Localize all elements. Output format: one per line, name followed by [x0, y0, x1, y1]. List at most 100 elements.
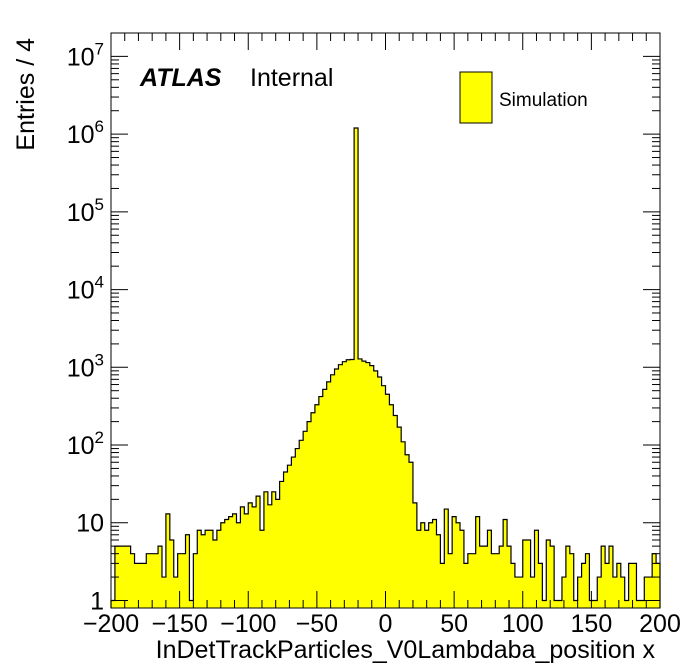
histogram-bar — [640, 600, 645, 608]
histogram-bar — [460, 530, 465, 608]
histogram-bar — [244, 513, 249, 608]
histogram-bar — [146, 553, 151, 608]
histogram-bar — [565, 546, 571, 608]
atlas-label-status: Internal — [250, 64, 333, 92]
histogram-bar — [314, 404, 320, 608]
x-tick-label: −50 — [296, 610, 338, 638]
histogram-bar — [299, 440, 304, 608]
histogram-bar — [530, 577, 535, 608]
histogram-bar — [436, 534, 441, 608]
histogram-bar — [263, 491, 269, 608]
histogram-bar — [471, 553, 476, 608]
histogram-bar — [620, 577, 626, 608]
histogram-bar — [275, 499, 280, 608]
y-axis-title: Entries / 4 — [12, 38, 40, 151]
histogram-bar — [256, 496, 261, 608]
histogram-bar — [158, 546, 163, 608]
y-tick-label: 105 — [67, 195, 104, 227]
histogram-bar — [546, 539, 551, 608]
histogram-bar — [644, 577, 649, 608]
histogram-bar — [495, 553, 500, 608]
y-tick-label: 10 — [76, 510, 104, 538]
histogram-bar — [463, 563, 469, 608]
histogram-bar — [303, 431, 308, 608]
histogram-bar — [628, 563, 633, 608]
histogram-bar — [377, 377, 382, 608]
histogram-bar — [138, 563, 143, 608]
histogram-bar — [401, 441, 406, 608]
histogram-bar — [432, 519, 437, 608]
histogram-bar — [307, 421, 312, 608]
histogram-bar — [444, 509, 449, 608]
x-tick-label: −150 — [151, 610, 207, 638]
histogram-bar — [597, 577, 602, 608]
histogram-bar — [111, 600, 116, 608]
histogram-bar — [605, 563, 610, 608]
x-tick-label: 150 — [571, 610, 613, 638]
atlas-label-bold: ATLAS — [139, 64, 222, 92]
histogram-bar — [369, 365, 375, 608]
histogram-bar — [522, 539, 527, 608]
histogram-bar — [295, 448, 300, 608]
histogram-bar — [248, 502, 253, 608]
histogram-bar — [393, 415, 398, 608]
histogram-bar — [440, 563, 445, 608]
histogram-bar — [577, 577, 582, 608]
histogram-bar — [330, 374, 335, 608]
histogram-bar — [448, 553, 453, 608]
histogram-bar — [287, 465, 292, 608]
histogram-bar — [220, 522, 226, 608]
histogram-bar — [593, 600, 598, 608]
histogram-bar — [212, 539, 218, 608]
atlas-label: ATLAS Internal — [139, 64, 333, 92]
histogram-bar — [322, 389, 327, 608]
x-tick-label: 200 — [639, 610, 681, 638]
histogram-bar — [452, 516, 457, 608]
histogram-bar — [550, 546, 555, 608]
histogram-bar — [616, 563, 622, 608]
histogram-bar — [236, 522, 241, 608]
histogram-bar — [334, 369, 339, 608]
histogram-bar — [409, 462, 414, 608]
histogram-bar — [648, 577, 653, 608]
histogram-bar — [483, 546, 488, 608]
histogram-bar — [385, 394, 390, 608]
histogram-bar — [397, 427, 402, 608]
histogram-bar — [232, 513, 237, 608]
histogram-bar — [652, 553, 657, 608]
histogram-bar — [534, 530, 539, 608]
histogram-bar — [189, 600, 194, 608]
x-axis-title: InDetTrackParticles_V0Lambdaba_position … — [156, 636, 656, 664]
histogram-bar — [142, 563, 147, 608]
histogram-bar — [252, 506, 257, 608]
histogram-bar — [636, 600, 641, 608]
histogram-bar — [456, 522, 461, 608]
histogram-bar — [209, 530, 214, 608]
histogram-bar — [346, 359, 351, 608]
histogram-bar — [561, 577, 567, 608]
histogram-bar — [420, 522, 426, 608]
y-tick-label: 103 — [67, 350, 104, 382]
histogram-bar — [205, 530, 210, 608]
histogram-bar — [526, 539, 531, 608]
histogram-bar — [538, 563, 543, 608]
histogram-bar — [569, 553, 575, 608]
histogram-bar — [358, 358, 363, 608]
histogram-bar — [240, 506, 245, 608]
histogram-bar — [271, 491, 276, 608]
histogram-bars — [110, 127, 661, 608]
histogram-bar — [365, 362, 371, 608]
histogram-bar — [173, 577, 178, 608]
histogram-bar — [283, 471, 288, 608]
y-tick-label: 102 — [67, 428, 104, 460]
histogram-bar — [361, 361, 367, 608]
histogram-bar — [507, 546, 512, 608]
histogram-bar — [197, 530, 202, 608]
y-tick-labels: 1 10 102 103 104 105 106 107 — [67, 39, 104, 615]
histogram-bar — [381, 385, 386, 608]
histogram-bar — [122, 546, 127, 608]
histogram-bar — [154, 553, 159, 608]
histogram-bar — [161, 577, 167, 608]
histogram-bar — [514, 577, 520, 608]
